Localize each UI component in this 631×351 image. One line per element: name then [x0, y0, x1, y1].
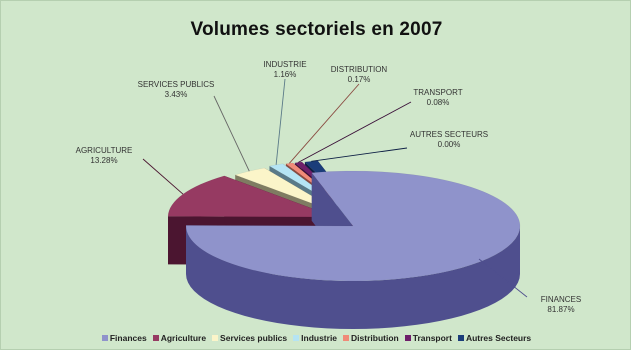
legend-item-distribution: Distribution	[343, 333, 399, 343]
data-label-transport: TRANSPORT	[413, 88, 462, 97]
data-value-finances: 81.87%	[547, 305, 574, 314]
data-label-distribution: DISTRIBUTION	[331, 65, 388, 74]
legend-item-industrie: Industrie	[293, 333, 337, 343]
legend-label-distribution: Distribution	[351, 333, 399, 343]
data-value-distribution: 0.17%	[348, 75, 371, 84]
leader-line-distribution	[289, 83, 360, 164]
legend-swatch-services-publics	[212, 335, 219, 341]
legend-swatch-distribution	[343, 335, 350, 341]
chart-legend: Finances Agriculture Services publics Indus…	[1, 333, 631, 343]
legend-swatch-finances	[101, 335, 108, 341]
legend-item-agriculture: Agriculture	[152, 333, 207, 343]
pie-slice-agriculture	[167, 175, 336, 218]
legend-label-autres-secteurs: Autres Secteurs	[465, 333, 532, 343]
data-label-industrie: INDUSTRIE	[263, 60, 306, 69]
data-value-services-publics: 3.43%	[165, 90, 188, 99]
leader-line-transport	[298, 101, 412, 163]
legend-label-transport: Transport	[412, 333, 452, 343]
data-value-autres-secteurs: 0.00%	[438, 140, 461, 149]
data-value-agriculture: 13.28%	[90, 156, 117, 165]
data-label-finances: FINANCES	[541, 295, 581, 304]
legend-label-agriculture: Agriculture	[160, 333, 207, 343]
data-value-transport: 0.08%	[427, 98, 450, 107]
chart-title: Volumes sectoriels en 2007	[190, 19, 443, 40]
legend-item-autres-secteurs: Autres Secteurs	[457, 333, 532, 343]
legend-swatch-industrie	[293, 335, 300, 341]
data-label-autres-secteurs: AUTRES SECTEURS	[410, 130, 488, 139]
legend-item-services-publics: Services publics	[212, 333, 287, 343]
data-value-industrie: 1.16%	[274, 70, 297, 79]
legend-swatch-agriculture	[152, 335, 159, 341]
leader-line-finances	[478, 258, 528, 298]
legend-item-finances: Finances	[101, 333, 147, 343]
leader-line-services-publics	[213, 95, 250, 172]
legend-swatch-autres-secteurs	[457, 335, 464, 341]
legend-swatch-transport	[404, 335, 411, 341]
pie-slice-finances	[185, 170, 521, 282]
leader-line-industrie	[275, 78, 286, 165]
data-label-services-publics: SERVICES PUBLICS	[138, 80, 215, 89]
legend-label-finances: Finances	[109, 333, 147, 343]
legend-label-industrie: Industrie	[301, 333, 338, 343]
legend-item-transport: Transport	[404, 333, 452, 343]
data-label-agriculture: AGRICULTURE	[76, 146, 133, 155]
pie-slice-rim-finances	[186, 226, 520, 329]
leader-line-agriculture	[142, 158, 184, 195]
leader-line-autres-secteurs	[311, 147, 408, 162]
legend-label-services-publics: Services publics	[220, 333, 288, 343]
